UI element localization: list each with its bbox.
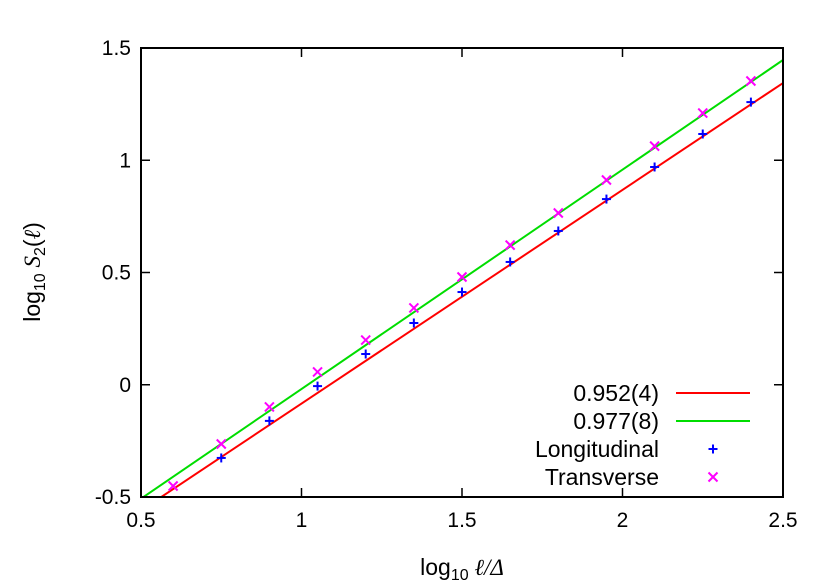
data-point-transverse <box>264 401 275 413</box>
legend-marker <box>707 471 719 483</box>
y-tick-label: 1 <box>119 149 131 172</box>
data-point-transverse <box>504 239 516 251</box>
data-point-longitudinal <box>650 162 660 172</box>
plot-frame <box>140 47 784 498</box>
data-point-transverse <box>167 480 179 492</box>
legend-label: 0.952(4) <box>573 380 659 406</box>
data-point-longitudinal <box>457 287 467 297</box>
data-point-longitudinal <box>313 381 323 391</box>
data-point-longitudinal <box>505 257 515 267</box>
data-point-transverse <box>456 271 468 283</box>
data-point-transverse <box>553 207 564 219</box>
data-point-transverse <box>408 302 420 314</box>
data-point-longitudinal <box>409 318 419 328</box>
x-tick-label: 2 <box>617 509 629 532</box>
data-point-transverse <box>649 140 660 152</box>
data-point-transverse <box>745 75 757 87</box>
data-point-transverse <box>360 334 371 346</box>
y-tick-label: -0.5 <box>95 486 131 509</box>
x-axis-label: log10 ℓ/Δ <box>420 554 504 581</box>
data-point-longitudinal <box>601 194 611 204</box>
x-tick-label: 2.5 <box>768 509 797 532</box>
y-tick-label: 1.5 <box>102 37 131 60</box>
data-point-transverse <box>312 366 323 378</box>
data-point-longitudinal <box>361 349 371 359</box>
x-tick-label: 1 <box>296 509 308 532</box>
data-point-transverse <box>216 438 227 450</box>
data-point-transverse <box>601 174 612 186</box>
legend-label: 0.977(8) <box>573 408 659 434</box>
legend-label: Transverse <box>545 464 659 490</box>
x-tick-label: 1.5 <box>447 509 476 532</box>
x-tick-label: 0.5 <box>126 509 155 532</box>
data-point-transverse <box>697 107 708 119</box>
data-point-longitudinal <box>216 453 226 463</box>
fit-line-1 <box>159 82 783 497</box>
y-tick-label: 0.5 <box>102 262 131 285</box>
fit-line-2 <box>141 59 783 497</box>
data-point-longitudinal <box>698 129 708 139</box>
data-point-longitudinal <box>746 97 756 107</box>
data-point-longitudinal <box>264 416 274 426</box>
legend-label: Longitudinal <box>535 436 659 462</box>
y-axis-label: log10 S2(ℓ) <box>19 222 49 322</box>
data-point-longitudinal <box>553 226 563 236</box>
legend-marker <box>708 444 718 454</box>
y-tick-label: 0 <box>119 374 131 397</box>
